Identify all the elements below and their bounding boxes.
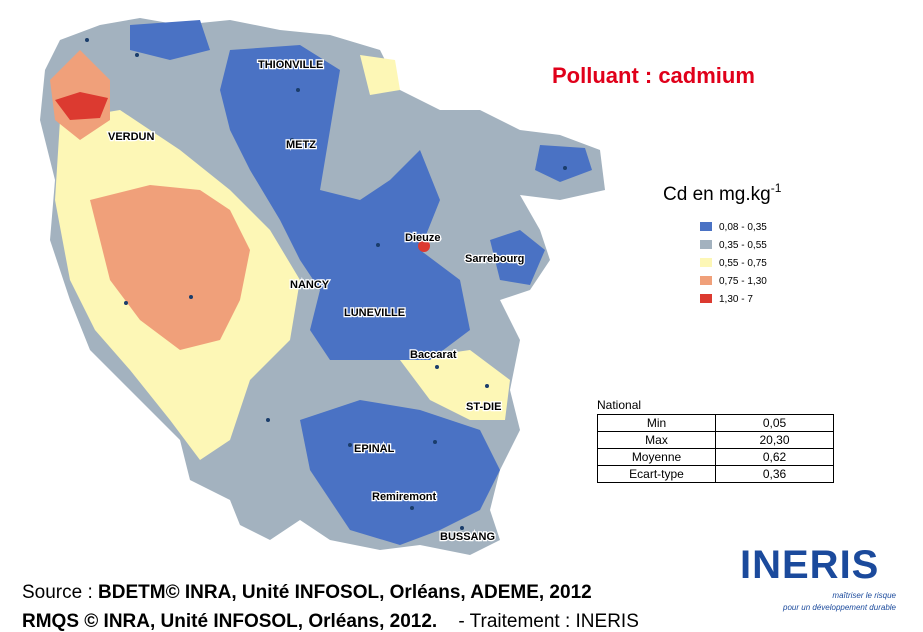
city-label: VERDUN xyxy=(108,131,155,143)
legend-exponent: -1 xyxy=(771,181,782,195)
source-line: Source : BDETM© INRA, Unité INFOSOL, Orl… xyxy=(22,578,639,607)
stats-table: Min 0,05 Max 20,30 Moyenne 0,62 Ecart-type 0,36 xyxy=(597,414,834,483)
zone-red xyxy=(55,92,108,120)
city-label: Dieuze xyxy=(405,232,440,244)
legend-label: 0,55 - 0,75 xyxy=(719,258,767,269)
logo: INERIS xyxy=(740,543,879,587)
zone-orange xyxy=(90,185,250,350)
source-line: RMQS © INRA, Unité INFOSOL, Orléans, 201… xyxy=(22,607,639,632)
table-cell: 20,30 xyxy=(715,431,834,449)
table-row: Max 20,30 xyxy=(597,431,834,449)
city-label: Sarrebourg xyxy=(465,253,524,265)
table-cell: Ecart-type xyxy=(597,465,716,483)
legend-label: 0,35 - 0,55 xyxy=(719,240,767,251)
source-text: RMQS © INRA, Unité INFOSOL, Orléans, 201… xyxy=(22,611,438,632)
source: Source : BDETM© INRA, Unité INFOSOL, Orl… xyxy=(22,578,639,632)
legend: 0,08 - 0,35 0,35 - 0,55 0,55 - 0,75 0,75 - … xyxy=(700,222,767,305)
zone-blue xyxy=(220,45,470,360)
table-cell: Max xyxy=(597,431,716,449)
dieuze-hotspot xyxy=(418,240,430,252)
legend-swatch xyxy=(700,294,712,303)
title: Polluant : cadmium xyxy=(552,63,755,88)
zone-yellow xyxy=(360,55,400,95)
table-cell: Min xyxy=(597,414,716,432)
table-cell: Moyenne xyxy=(597,448,716,466)
city-label: BUSSANG xyxy=(440,531,495,543)
zone-blue xyxy=(535,145,592,182)
legend-label: 0,08 - 0,35 xyxy=(719,222,767,233)
source-text: BDETM© INRA, Unité INFOSOL, Orléans, ADE… xyxy=(98,582,592,603)
city-label: THIONVILLE xyxy=(258,59,323,71)
legend-label: 0,75 - 1,30 xyxy=(719,276,767,287)
legend-swatch xyxy=(700,222,712,231)
table-row: Moyenne 0,62 xyxy=(597,448,834,466)
city-label: Remiremont xyxy=(372,491,437,503)
legend-swatch xyxy=(700,276,712,285)
legend-swatch xyxy=(700,240,712,249)
zone-blue xyxy=(490,230,545,285)
city-label: NANCY xyxy=(290,279,330,291)
logo-tagline: maîtriser le risque xyxy=(832,591,896,600)
city-label: METZ xyxy=(286,139,316,151)
table-cell: 0,36 xyxy=(715,465,834,483)
city-label: EPINAL xyxy=(354,443,395,455)
city-label: Baccarat xyxy=(410,349,457,361)
logo-tagline: pour un développement durable xyxy=(782,603,897,612)
legend-label: 1,30 - 7 xyxy=(719,294,753,305)
legend-unit: Cd en mg.kg xyxy=(663,184,771,205)
table-row: Min 0,05 xyxy=(597,414,834,432)
table-row: Ecart-type 0,36 xyxy=(597,465,834,483)
city-label: LUNEVILLE xyxy=(344,307,405,319)
city-label: ST-DIE xyxy=(466,401,501,413)
zone-blue xyxy=(130,20,210,60)
source-text: Source : xyxy=(22,582,99,603)
legend-title: Cd en mg.kg-1 xyxy=(663,181,782,205)
zone-yellow xyxy=(400,350,510,420)
sample-points xyxy=(85,38,567,530)
source-text: - Traitement : INERIS xyxy=(458,611,639,632)
table-cell: 0,05 xyxy=(715,414,834,432)
table-cell: 0,62 xyxy=(715,448,834,466)
table-caption: National xyxy=(597,398,642,412)
legend-swatch xyxy=(700,258,712,267)
zone-blue xyxy=(300,400,500,545)
